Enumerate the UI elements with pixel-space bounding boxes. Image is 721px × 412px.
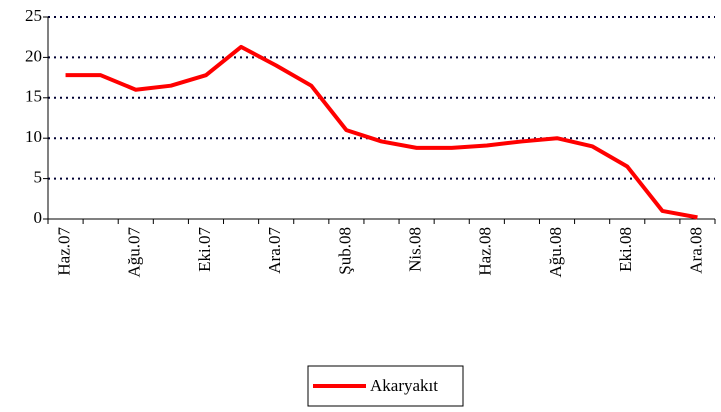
y-tick-label: 10 [25, 127, 42, 146]
x-tick-label: Şub.08 [335, 227, 354, 275]
x-tick-label: Ağu.08 [546, 227, 565, 278]
y-tick-label: 20 [25, 46, 42, 65]
x-tick-label: Ara.08 [686, 227, 705, 274]
x-tick-label: Nis.08 [406, 227, 425, 272]
x-tick-label: Ağu.07 [125, 227, 144, 278]
x-tick-label: Haz.08 [476, 227, 495, 276]
data-line [65, 44, 698, 220]
legend-label: Akaryakıt [370, 376, 438, 395]
y-tick-label: 5 [34, 168, 43, 187]
y-tick-label: 0 [34, 208, 43, 227]
x-tick-label: Ara.07 [265, 227, 284, 274]
x-tick-label: Haz.07 [54, 227, 73, 276]
y-tick-label: 15 [25, 87, 42, 106]
y-tick-label: 25 [25, 6, 42, 25]
x-tick-label: Eki.07 [195, 227, 214, 272]
x-tick-label: Eki.08 [616, 227, 635, 272]
